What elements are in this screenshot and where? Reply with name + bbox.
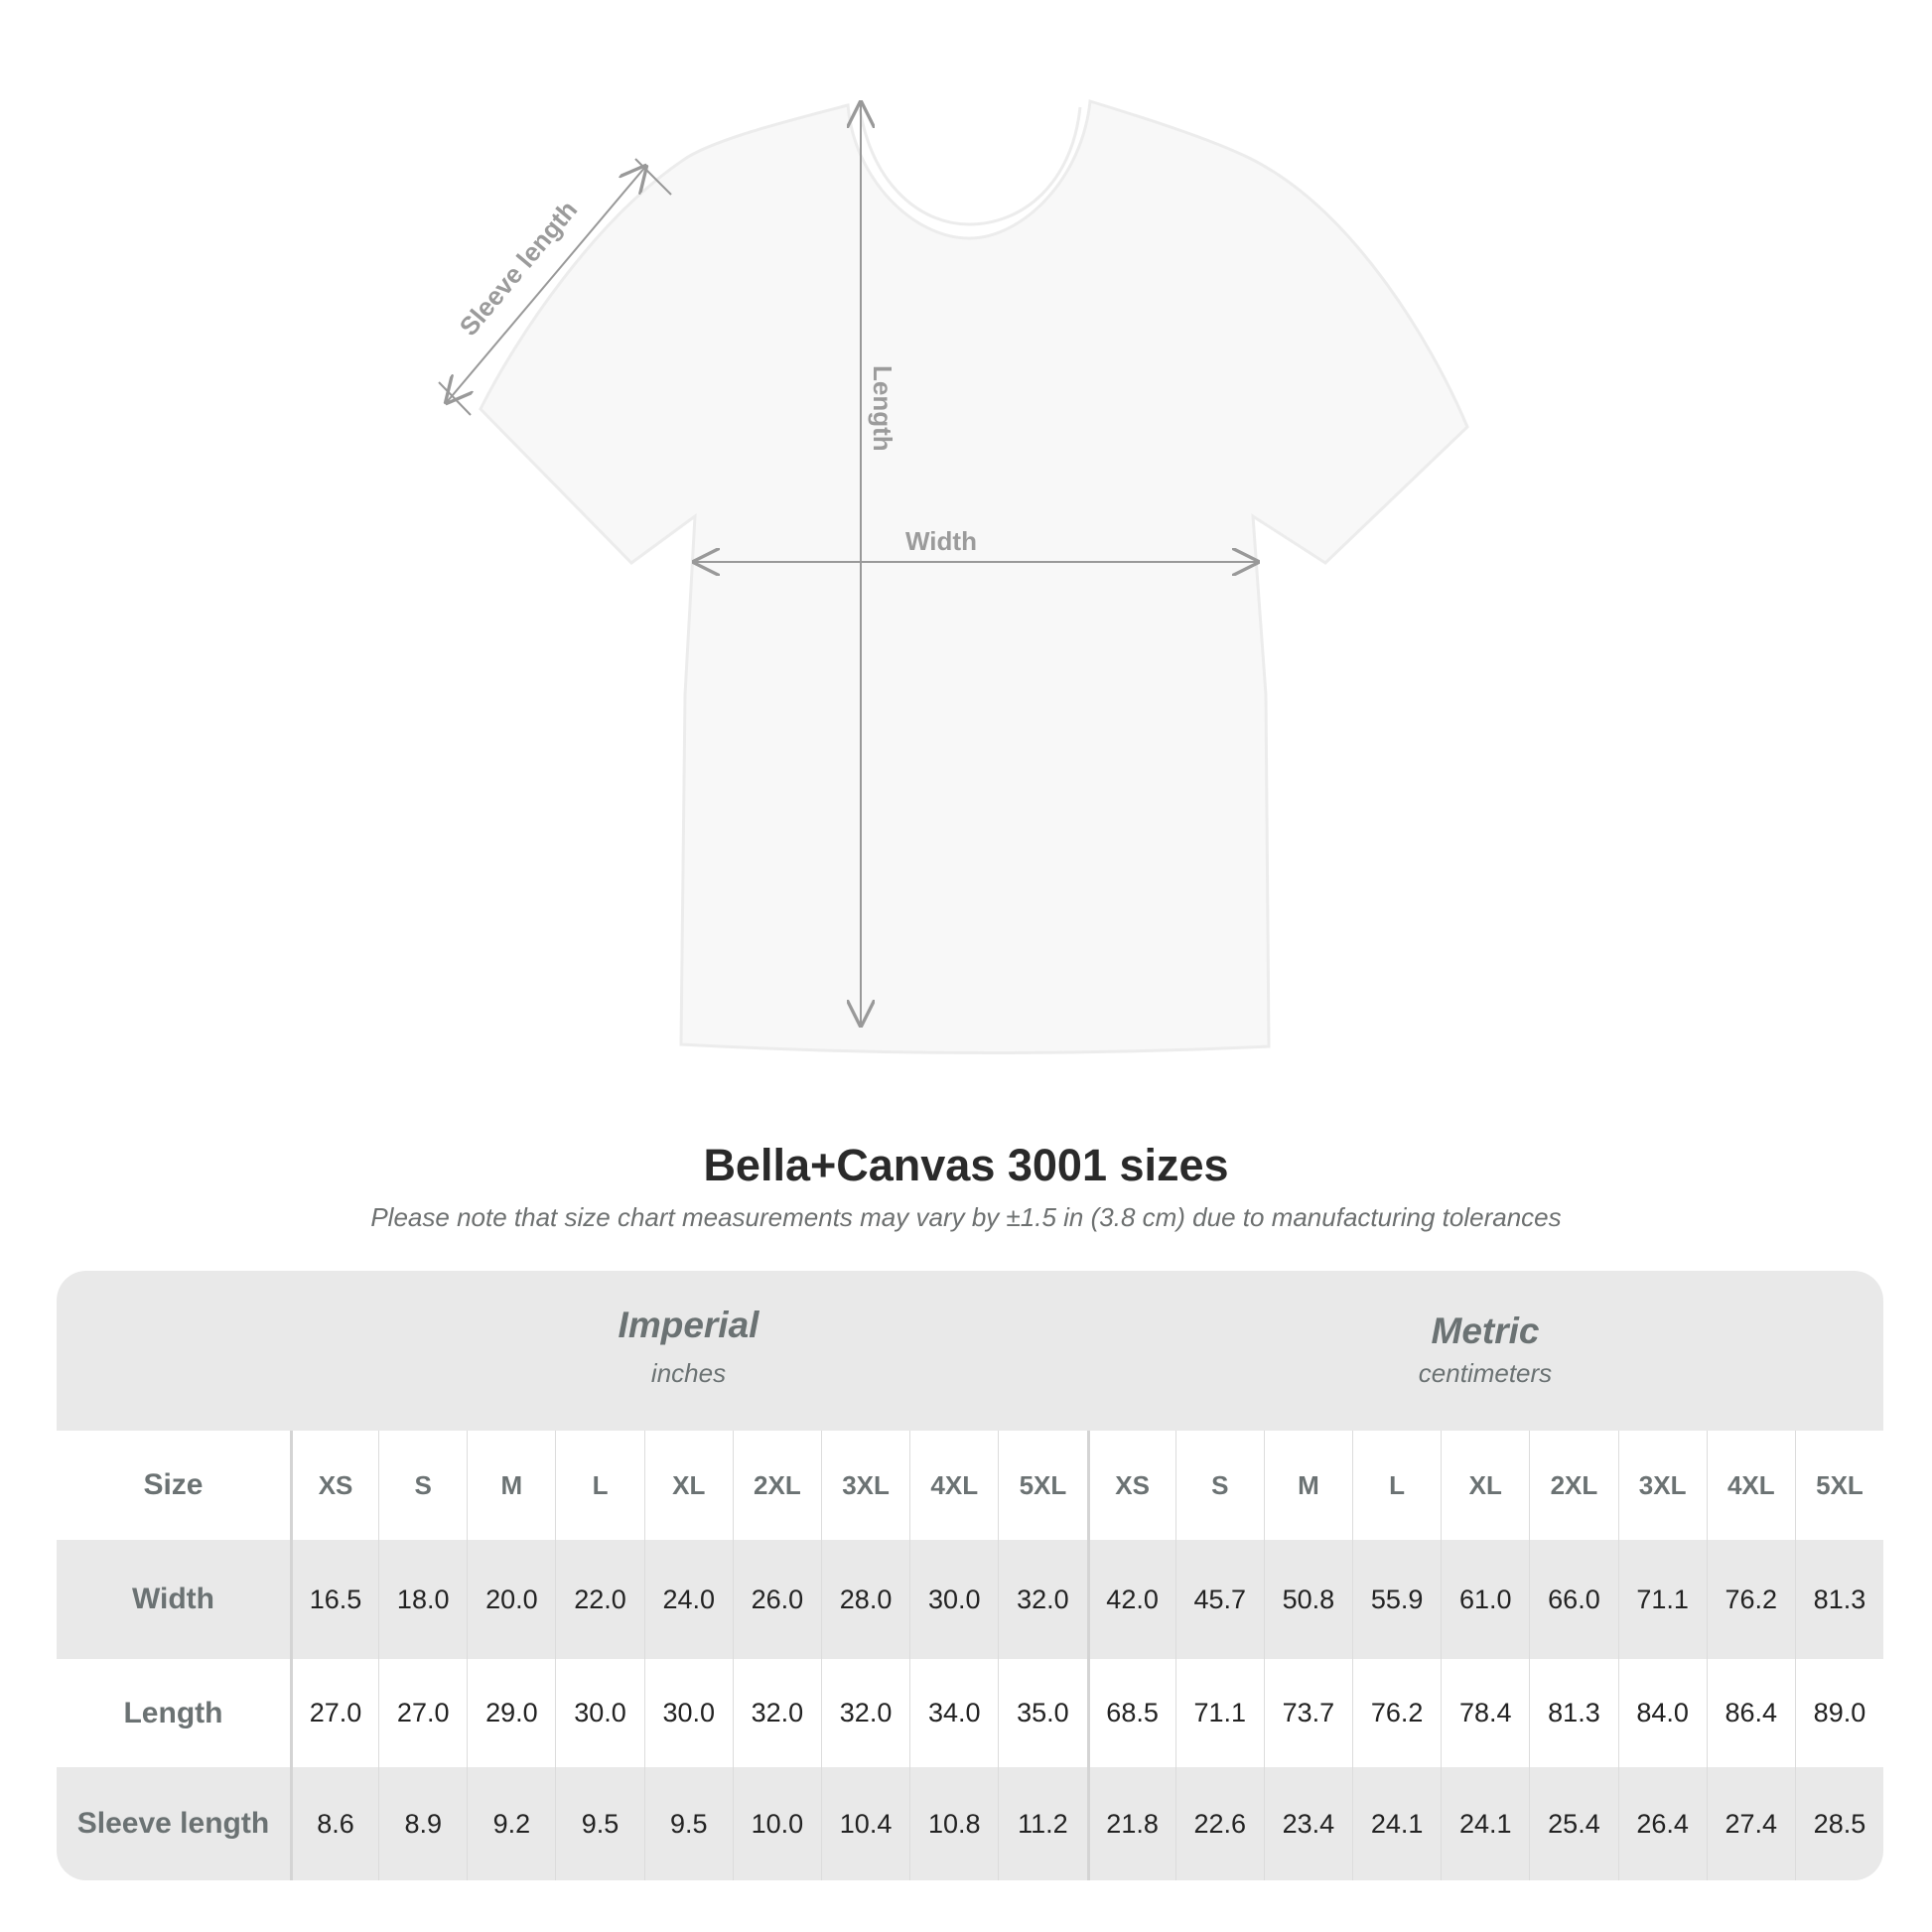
imperial-value-cell: 27.0 [289, 1659, 378, 1767]
metric-value-cell: 23.4 [1263, 1767, 1352, 1880]
metric-value-cell: 24.1 [1352, 1767, 1441, 1880]
metric-value-cell: 61.0 [1441, 1540, 1529, 1659]
row-label: Size [143, 1468, 204, 1501]
imperial-value-cell: 35.0 [998, 1659, 1086, 1767]
metric-value-cell: 22.6 [1174, 1767, 1264, 1880]
imperial-size-header: 4XL [909, 1431, 998, 1540]
metric-size-header: 2XL [1529, 1431, 1617, 1540]
metric-value-cell: 66.0 [1529, 1540, 1617, 1659]
length-label: Length [868, 365, 897, 452]
imperial-value-cell: 29.0 [467, 1659, 555, 1767]
metric-value-cell: 78.4 [1441, 1659, 1529, 1767]
row-label: Width [131, 1583, 214, 1615]
metric-value-cell: 21.8 [1086, 1767, 1175, 1880]
row-label: Length [123, 1696, 223, 1729]
size-header-row: Size XS S M L XL 2XL 3XL 4XL 5XL XS S M L XL 2XL 3XL 4XL 5… [57, 1431, 1883, 1540]
table-row: Width 16.5 18.0 20.0 22.0 24.0 26.0 28.0 30.0 32.… [57, 1540, 1883, 1659]
metric-value-cell: 73.7 [1263, 1659, 1352, 1767]
imperial-header: Imperial inches [290, 1271, 1087, 1431]
metric-size-header: M [1263, 1431, 1352, 1540]
imperial-size-header: L [555, 1431, 643, 1540]
sleeve-arrow [447, 167, 645, 402]
metric-value-cell: 28.5 [1794, 1767, 1883, 1880]
metric-value-cell: 89.0 [1794, 1659, 1883, 1767]
metric-size-header: 5XL [1794, 1431, 1883, 1540]
metric-value-cell: 50.8 [1263, 1540, 1352, 1659]
metric-value-cell: 81.3 [1529, 1659, 1617, 1767]
unit-header-band [57, 1271, 1883, 1431]
imperial-title: Imperial [618, 1305, 759, 1345]
imperial-value-cell: 18.0 [378, 1540, 467, 1659]
metric-value-cell: 71.1 [1617, 1540, 1707, 1659]
metric-value-cell: 45.7 [1174, 1540, 1264, 1659]
imperial-value-cell: 30.0 [643, 1659, 733, 1767]
metric-size-header: XS [1086, 1431, 1175, 1540]
metric-title: Metric [1431, 1311, 1540, 1351]
table-row: Sleeve length 8.6 8.9 9.2 9.5 9.5 10.0 10.4 10.8… [57, 1767, 1883, 1880]
metric-size-header: XL [1441, 1431, 1529, 1540]
tshirt-measurement-diagram: Sleeve length Length Width [438, 99, 1469, 1055]
imperial-value-cell: 30.0 [909, 1540, 998, 1659]
imperial-value-cell: 30.0 [555, 1659, 643, 1767]
imperial-value-cell: 9.5 [643, 1767, 733, 1880]
metric-value-cell: 26.4 [1617, 1767, 1707, 1880]
imperial-value-cell: 20.0 [467, 1540, 555, 1659]
imperial-value-cell: 26.0 [732, 1540, 821, 1659]
page-title: Bella+Canvas 3001 sizes [703, 1140, 1229, 1190]
metric-value-cell: 27.4 [1706, 1767, 1795, 1880]
imperial-size-header: XS [289, 1431, 378, 1540]
imperial-value-cell: 32.0 [732, 1659, 821, 1767]
metric-size-header: S [1174, 1431, 1264, 1540]
metric-value-cell: 76.2 [1706, 1540, 1795, 1659]
imperial-value-cell: 9.2 [467, 1767, 555, 1880]
imperial-size-header: S [378, 1431, 467, 1540]
table-row: Length 27.0 27.0 29.0 30.0 30.0 32.0 32.0 34.0 35… [57, 1659, 1883, 1767]
imperial-value-cell: 9.5 [555, 1767, 643, 1880]
metric-value-cell: 42.0 [1086, 1540, 1175, 1659]
imperial-value-cell: 8.6 [289, 1767, 378, 1880]
imperial-value-cell: 34.0 [909, 1659, 998, 1767]
imperial-size-header: M [467, 1431, 555, 1540]
imperial-value-cell: 10.4 [820, 1767, 909, 1880]
imperial-value-cell: 10.0 [732, 1767, 821, 1880]
row-label: Sleeve length [76, 1807, 270, 1840]
imperial-size-header: XL [643, 1431, 733, 1540]
imperial-value-cell: 32.0 [820, 1659, 909, 1767]
imperial-unit: inches [650, 1358, 727, 1388]
width-label: Width [905, 526, 977, 556]
imperial-value-cell: 22.0 [555, 1540, 643, 1659]
metric-value-cell: 24.1 [1441, 1767, 1529, 1880]
imperial-value-cell: 32.0 [998, 1540, 1086, 1659]
metric-value-cell: 81.3 [1794, 1540, 1883, 1659]
imperial-size-header: 5XL [998, 1431, 1086, 1540]
metric-value-cell: 76.2 [1352, 1659, 1441, 1767]
metric-value-cell: 86.4 [1706, 1659, 1795, 1767]
metric-size-header: 4XL [1706, 1431, 1795, 1540]
metric-value-cell: 84.0 [1617, 1659, 1707, 1767]
imperial-value-cell: 11.2 [998, 1767, 1086, 1880]
metric-value-cell: 68.5 [1086, 1659, 1175, 1767]
imperial-value-cell: 8.9 [378, 1767, 467, 1880]
imperial-size-header: 2XL [732, 1431, 821, 1540]
imperial-value-cell: 16.5 [289, 1540, 378, 1659]
metric-header: Metric centimeters [1087, 1271, 1883, 1431]
imperial-value-cell: 27.0 [378, 1659, 467, 1767]
metric-value-cell: 25.4 [1529, 1767, 1617, 1880]
imperial-size-header: 3XL [820, 1431, 909, 1540]
metric-size-header: 3XL [1617, 1431, 1707, 1540]
imperial-value-cell: 28.0 [820, 1540, 909, 1659]
imperial-value-cell: 24.0 [643, 1540, 733, 1659]
size-chart-table: Imperial inches Metric centimeters Size X… [57, 1271, 1883, 1880]
metric-unit: centimeters [1418, 1358, 1553, 1388]
tolerance-note: Please note that size chart measurements… [370, 1202, 1562, 1232]
imperial-value-cell: 10.8 [909, 1767, 998, 1880]
metric-value-cell: 55.9 [1352, 1540, 1441, 1659]
tshirt-image [479, 99, 1469, 1055]
metric-value-cell: 71.1 [1174, 1659, 1264, 1767]
metric-size-header: L [1352, 1431, 1441, 1540]
